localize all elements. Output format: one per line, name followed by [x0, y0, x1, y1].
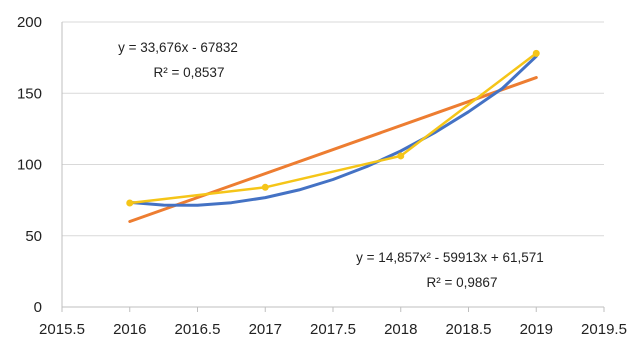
x-tick-label: 2017.5: [310, 321, 356, 338]
data-point: [397, 152, 405, 160]
linear-trend-equation: y = 33,676x - 67832: [118, 40, 238, 55]
x-tick-label: 2019: [520, 321, 553, 338]
data-point: [532, 49, 540, 57]
y-tick-label: 200: [17, 14, 42, 31]
y-tick-label: 100: [17, 157, 42, 174]
x-tick-label: 2016: [113, 321, 146, 338]
linear-trend-line: [128, 76, 538, 223]
polynomial-trend-r2: R² = 0,9867: [427, 275, 498, 290]
data-point: [126, 199, 134, 207]
axes: [61, 22, 605, 312]
data-line: [128, 52, 538, 205]
x-tick-labels: 2015.5 2016 2016.5 2017 2017.5 2018 2018.5 2019…: [39, 321, 627, 338]
y-tick-label: 150: [17, 85, 42, 102]
linear-trend-r2: R² = 0,8537: [154, 65, 225, 80]
y-tick-label: 50: [25, 228, 42, 245]
data-point: [261, 183, 269, 191]
polynomial-trend-line: [128, 54, 538, 207]
x-tick-label: 2018.5: [446, 321, 492, 338]
x-tick-label: 2018: [384, 321, 417, 338]
gridlines: [62, 21, 604, 237]
y-tick-label: 0: [34, 299, 42, 316]
x-tick-label: 2019.5: [581, 321, 627, 338]
x-tick-label: 2016.5: [175, 321, 221, 338]
x-tick-label: 2015.5: [39, 321, 85, 338]
y-tick-labels: 0 50 100 150 200: [17, 14, 42, 316]
series-layer: [126, 49, 540, 223]
polynomial-trend-equation: y = 14,857x² - 59913x + 61,571: [356, 250, 544, 265]
x-tick-label: 2017: [249, 321, 282, 338]
